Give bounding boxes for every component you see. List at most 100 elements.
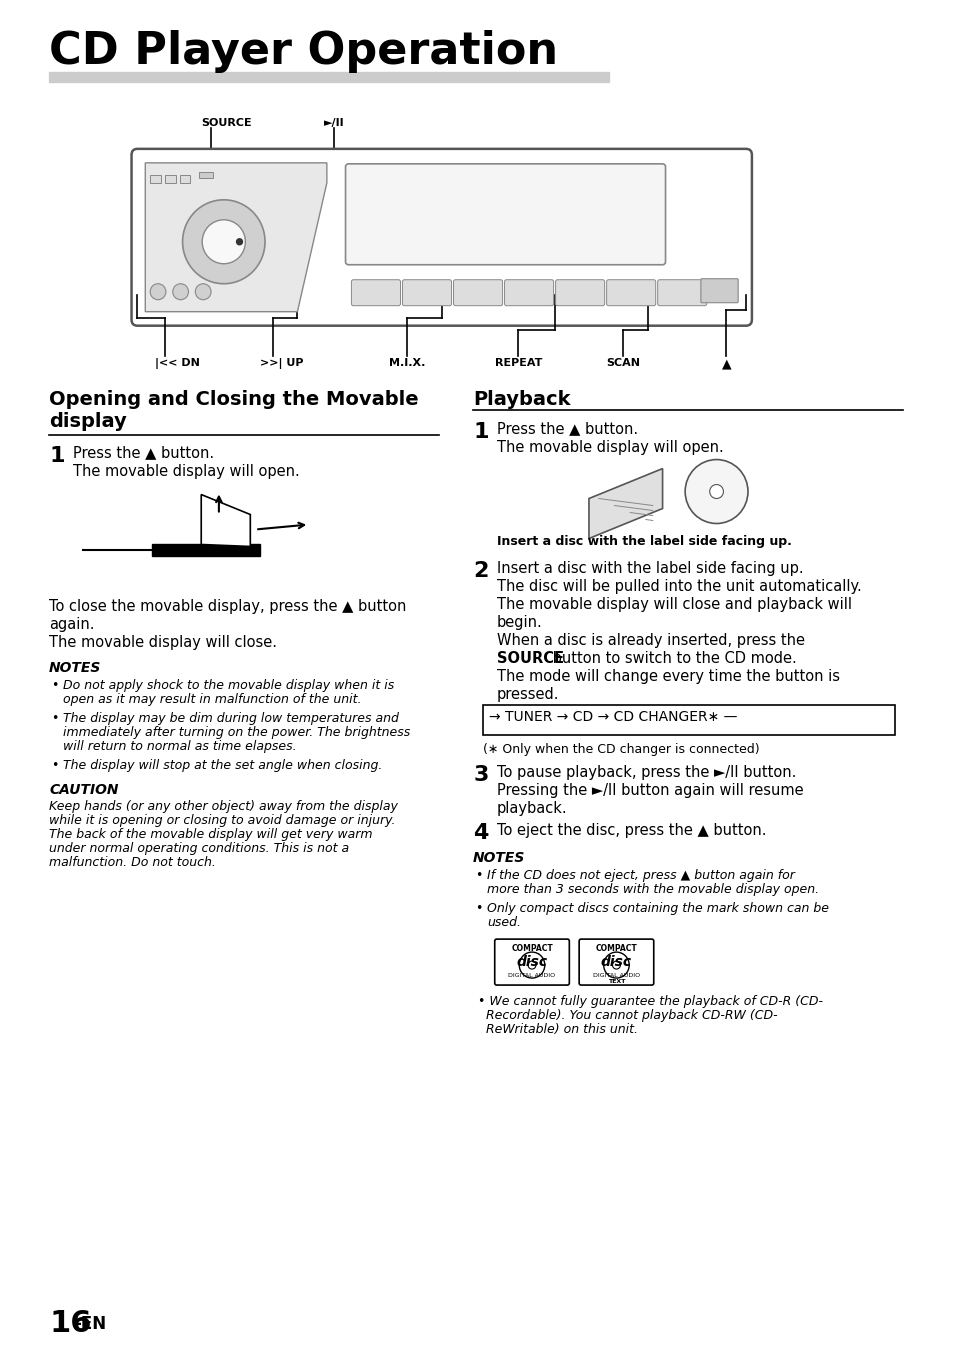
Polygon shape (588, 468, 662, 538)
Text: SOURCE: SOURCE (201, 118, 252, 128)
Circle shape (236, 238, 242, 245)
Text: Pressing the ►/II button again will resume: Pressing the ►/II button again will resu… (497, 783, 802, 798)
Text: The display may be dim during low temperatures and: The display may be dim during low temper… (63, 712, 398, 725)
Text: immediately after turning on the power. The brightness: immediately after turning on the power. … (63, 727, 410, 739)
Text: ReWritable) on this unit.: ReWritable) on this unit. (477, 1023, 638, 1036)
FancyBboxPatch shape (132, 149, 751, 326)
FancyBboxPatch shape (657, 280, 706, 306)
Text: Press the ▲ button.: Press the ▲ button. (72, 446, 213, 460)
Text: SOURCE: SOURCE (497, 651, 563, 666)
FancyBboxPatch shape (700, 279, 738, 303)
Text: CD Player Operation: CD Player Operation (49, 30, 558, 73)
Text: DIGITAL AUDIO: DIGITAL AUDIO (508, 973, 555, 979)
Text: SCAN: SCAN (606, 358, 639, 367)
Text: playback.: playback. (497, 801, 567, 816)
Circle shape (603, 952, 629, 979)
Text: COMPACT: COMPACT (595, 944, 637, 953)
Text: To eject the disc, press the ▲ button.: To eject the disc, press the ▲ button. (497, 824, 765, 839)
Text: •: • (475, 902, 482, 915)
FancyBboxPatch shape (555, 280, 604, 306)
Text: CAUTION: CAUTION (49, 783, 118, 797)
Text: Playback: Playback (473, 389, 570, 409)
Text: The movable display will close and playback will: The movable display will close and playb… (497, 598, 851, 612)
Text: more than 3 seconds with the movable display open.: more than 3 seconds with the movable dis… (486, 883, 818, 896)
Text: REPEAT: REPEAT (494, 358, 541, 367)
Text: 16: 16 (49, 1308, 91, 1338)
FancyBboxPatch shape (402, 280, 451, 306)
Text: under normal operating conditions. This is not a: under normal operating conditions. This … (49, 843, 349, 855)
Text: NOTES: NOTES (473, 851, 525, 865)
Circle shape (195, 284, 211, 300)
Text: Do not apply shock to the movable display when it is: Do not apply shock to the movable displa… (63, 680, 394, 692)
Polygon shape (201, 494, 250, 546)
Text: will return to normal as time elapses.: will return to normal as time elapses. (63, 740, 296, 754)
Text: The disc will be pulled into the unit automatically.: The disc will be pulled into the unit au… (497, 579, 861, 595)
Text: NOTES: NOTES (49, 661, 101, 676)
Text: ►/II: ►/II (324, 118, 344, 128)
Text: The mode will change every time the button is: The mode will change every time the butt… (497, 669, 839, 684)
Circle shape (182, 199, 265, 284)
FancyBboxPatch shape (495, 940, 569, 985)
Polygon shape (145, 163, 327, 312)
Bar (49, 71, 608, 82)
Text: The back of the movable display will get very warm: The back of the movable display will get… (49, 828, 373, 841)
Text: •: • (51, 712, 58, 725)
FancyBboxPatch shape (453, 280, 502, 306)
Text: •: • (475, 870, 482, 882)
Text: used.: used. (486, 917, 520, 929)
Bar (152, 545, 260, 556)
Text: → TUNER → CD → CD CHANGER∗ —: → TUNER → CD → CD CHANGER∗ — (488, 711, 737, 724)
Text: display: display (49, 412, 127, 431)
Text: Press the ▲ button.: Press the ▲ button. (497, 421, 638, 436)
FancyBboxPatch shape (345, 164, 665, 265)
Text: 2: 2 (473, 561, 488, 581)
Circle shape (612, 961, 619, 969)
Text: When a disc is already inserted, press the: When a disc is already inserted, press t… (497, 634, 803, 649)
Text: begin.: begin. (497, 615, 542, 630)
Text: The movable display will close.: The movable display will close. (49, 635, 276, 650)
Text: Keep hands (or any other object) away from the display: Keep hands (or any other object) away fr… (49, 801, 397, 813)
Circle shape (684, 459, 747, 524)
Text: 4: 4 (473, 824, 488, 843)
Text: Insert a disc with the label side facing up.: Insert a disc with the label side facing… (497, 561, 802, 576)
Text: To close the movable display, press the ▲ button: To close the movable display, press the … (49, 599, 406, 614)
Text: ▲: ▲ (720, 358, 730, 370)
Text: disc: disc (600, 956, 631, 969)
Text: The display will stop at the set angle when closing.: The display will stop at the set angle w… (63, 759, 382, 773)
Text: malfunction. Do not touch.: malfunction. Do not touch. (49, 856, 215, 870)
Text: again.: again. (49, 618, 94, 633)
Circle shape (172, 284, 189, 300)
Text: 3: 3 (473, 766, 488, 785)
Text: Insert a disc with the label side facing up.: Insert a disc with the label side facing… (497, 536, 791, 548)
Text: The movable display will open.: The movable display will open. (497, 440, 722, 455)
Bar (482, 705, 894, 735)
Text: 1: 1 (473, 421, 488, 441)
Text: Only compact discs containing the mark shown can be: Only compact discs containing the mark s… (486, 902, 828, 915)
Text: open as it may result in malfunction of the unit.: open as it may result in malfunction of … (63, 693, 361, 707)
Text: M.I.X.: M.I.X. (389, 358, 425, 367)
Bar (165, 175, 175, 183)
Circle shape (528, 961, 536, 969)
Text: 1: 1 (49, 446, 65, 466)
Text: Recordable). You cannot playback CD-RW (CD-: Recordable). You cannot playback CD-RW (… (477, 1010, 777, 1022)
Text: |<< DN: |<< DN (155, 358, 200, 369)
Text: -EN: -EN (74, 1315, 107, 1333)
Text: •: • (51, 680, 58, 692)
FancyBboxPatch shape (351, 280, 400, 306)
FancyBboxPatch shape (578, 940, 653, 985)
Circle shape (518, 952, 544, 979)
Circle shape (150, 284, 166, 300)
Text: The movable display will open.: The movable display will open. (72, 463, 299, 479)
Text: If the CD does not eject, press ▲ button again for: If the CD does not eject, press ▲ button… (486, 870, 794, 882)
Text: Opening and Closing the Movable: Opening and Closing the Movable (49, 389, 418, 409)
Text: (∗ Only when the CD changer is connected): (∗ Only when the CD changer is connected… (482, 743, 759, 756)
FancyBboxPatch shape (504, 280, 553, 306)
Circle shape (709, 485, 722, 498)
FancyBboxPatch shape (606, 280, 655, 306)
Text: • We cannot fully guarantee the playback of CD-R (CD-: • We cannot fully guarantee the playback… (477, 995, 822, 1008)
Text: DIGITAL AUDIO: DIGITAL AUDIO (592, 973, 639, 979)
Text: button to switch to the CD mode.: button to switch to the CD mode. (547, 651, 796, 666)
Bar (179, 175, 191, 183)
Text: •: • (51, 759, 58, 773)
Text: while it is opening or closing to avoid damage or injury.: while it is opening or closing to avoid … (49, 814, 395, 828)
